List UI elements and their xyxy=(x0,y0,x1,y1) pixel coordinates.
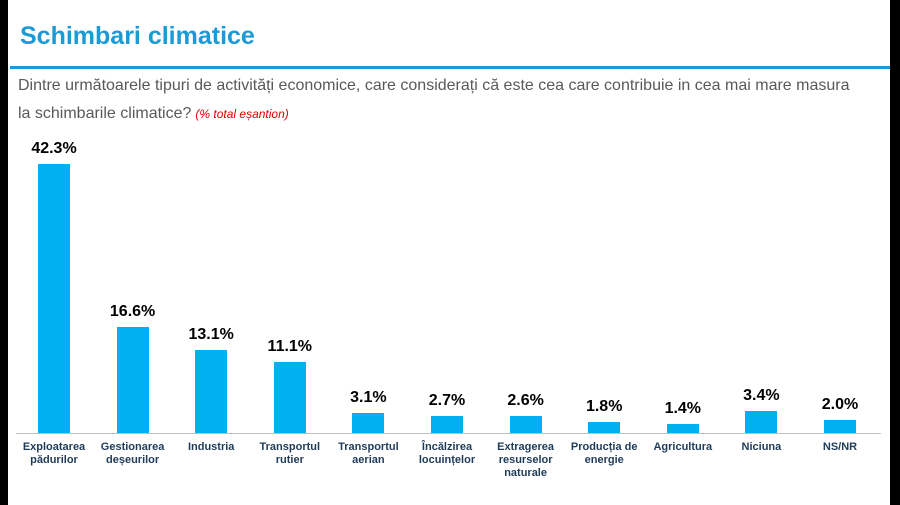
value-label: 16.6% xyxy=(109,303,156,321)
value-label: 3.4% xyxy=(743,387,780,405)
chart-title: Schimbari climatice xyxy=(20,22,255,50)
bar xyxy=(666,424,699,433)
value-label: 11.1% xyxy=(267,338,313,356)
x-tick-label: Încălzirea locuințelor xyxy=(418,441,476,466)
bar xyxy=(38,163,70,433)
x-tick-label: Niciuna xyxy=(741,441,782,453)
value-label: 13.1% xyxy=(188,325,234,343)
x-tick-label: Transportul rutier xyxy=(259,441,321,466)
bar xyxy=(195,349,228,433)
question: Dintre următoarele tipuri de activități … xyxy=(18,72,858,128)
x-tick-label: NS/NR xyxy=(822,441,858,453)
value-label: 2.6% xyxy=(507,392,544,410)
x-tick-label: Gestionarea deșeurilor xyxy=(100,441,165,466)
value-label: 42.3% xyxy=(31,139,77,157)
value-label: 2.0% xyxy=(821,396,859,414)
x-tick-label: Exploatarea pădurilor xyxy=(22,441,86,466)
x-axis xyxy=(16,433,881,434)
value-label: 3.1% xyxy=(350,389,387,407)
subtitle: Dintre următoarele tipuri de activități … xyxy=(18,77,850,122)
bar xyxy=(824,420,856,433)
value-label: 1.8% xyxy=(585,397,623,415)
x-tick-label: Agricultura xyxy=(653,441,713,453)
bar xyxy=(116,327,149,433)
x-tick-label: Producția de energie xyxy=(570,441,638,466)
note: (% total eșantion) xyxy=(195,107,289,121)
title-rule xyxy=(10,66,890,69)
bar xyxy=(431,415,463,433)
bar xyxy=(745,411,778,433)
x-tick-label: Transportul aerian xyxy=(338,441,399,466)
x-tick-label: Industria xyxy=(187,441,235,453)
slide: Schimbari climatice Dintre următoarele t… xyxy=(8,0,890,505)
value-label: 2.7% xyxy=(428,391,466,409)
x-tick-label: Extragerea resurselor naturale xyxy=(497,441,555,479)
bar xyxy=(509,416,542,433)
value-label: 1.4% xyxy=(664,400,702,418)
bar xyxy=(352,413,385,433)
bar xyxy=(588,421,621,433)
bar xyxy=(273,362,306,433)
